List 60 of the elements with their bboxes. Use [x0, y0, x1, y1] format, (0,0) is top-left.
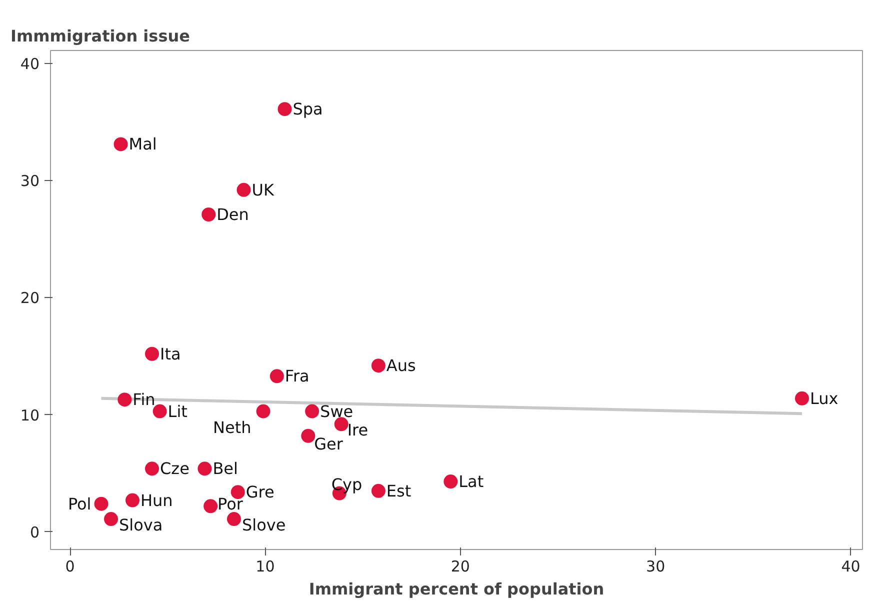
annotation: Lit — [168, 402, 188, 421]
point — [278, 102, 292, 116]
point — [371, 358, 386, 373]
annotation: Slove — [242, 516, 286, 535]
point — [104, 512, 118, 526]
annotation: Fin — [132, 390, 156, 410]
point — [202, 208, 216, 222]
x-tick-label: 10 — [256, 558, 275, 576]
annotation: Cyp — [331, 474, 362, 494]
annotation: Bel — [212, 459, 238, 478]
point — [301, 428, 316, 443]
point — [118, 392, 132, 407]
y-tick-label: 30 — [20, 172, 40, 190]
y-tick-label: 40 — [20, 54, 40, 73]
point — [226, 512, 241, 526]
annotation: Ger — [314, 434, 344, 454]
annotation: Por — [218, 494, 244, 514]
annotation: Mal — [128, 134, 157, 154]
annotation: UK — [252, 180, 274, 200]
annotation: Gre — [246, 482, 274, 502]
point — [125, 493, 140, 508]
x-tick-label: 0 — [65, 558, 75, 576]
annotation: Aus — [386, 356, 416, 376]
point — [371, 484, 386, 498]
annotation: Cze — [160, 459, 190, 478]
point — [145, 346, 159, 361]
y-tick-label: 20 — [20, 289, 40, 308]
annotation: Est — [386, 481, 412, 500]
point — [152, 404, 167, 418]
annotation: Neth — [213, 418, 252, 437]
x-tick-label: 40 — [841, 558, 860, 576]
point — [256, 404, 270, 418]
point — [794, 391, 809, 406]
point — [444, 474, 458, 489]
point — [236, 182, 251, 197]
annotation: Spa — [292, 100, 323, 119]
point — [114, 137, 128, 152]
point — [94, 496, 108, 511]
annotation: Ire — [347, 420, 368, 440]
point — [204, 499, 218, 514]
annotation: Swe — [320, 402, 354, 421]
annotation: Slova — [119, 516, 163, 535]
y-tick-label: 0 — [30, 523, 40, 542]
point — [305, 404, 320, 418]
point — [198, 462, 212, 476]
annotation: Pol — [68, 494, 92, 514]
x-tick-label: 20 — [450, 558, 470, 576]
point — [334, 417, 348, 432]
point — [145, 462, 159, 476]
annotation: Hun — [140, 490, 173, 510]
y-tick-label: 10 — [20, 406, 40, 424]
annotation: Fra — [284, 366, 310, 386]
annotation: Lat — [458, 472, 484, 492]
y-axis-title: Immmigration issue — [10, 26, 190, 46]
annotation: Ita — [160, 344, 181, 364]
x-axis-title: Immigrant percent of population — [308, 580, 604, 598]
annotation: Lux — [810, 388, 838, 408]
x-tick-label: 30 — [646, 558, 666, 576]
point — [270, 369, 284, 384]
annotation: Den — [216, 204, 249, 224]
